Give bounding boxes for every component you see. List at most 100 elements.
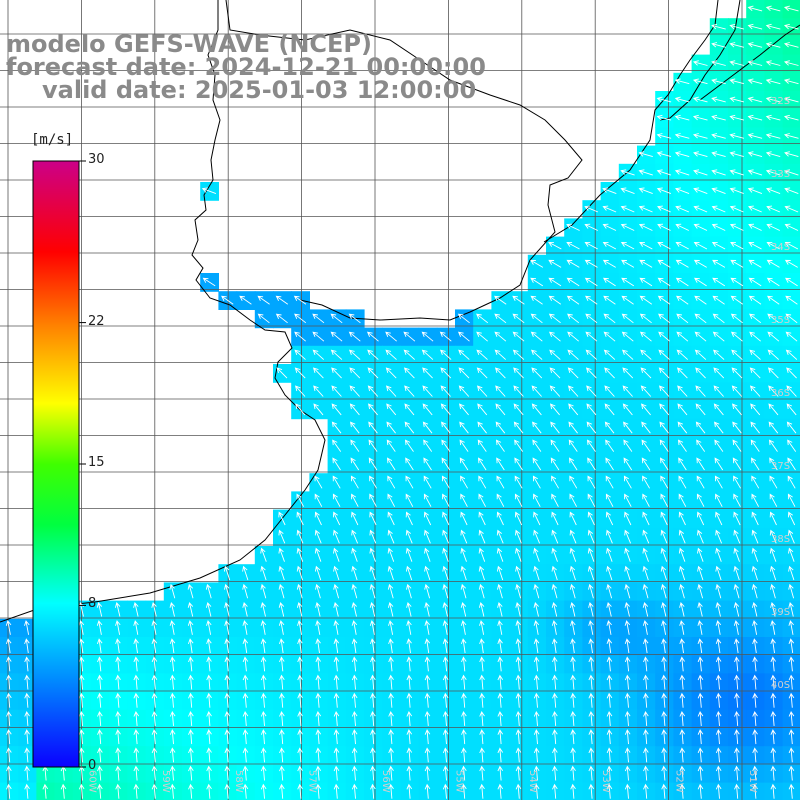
wind-arrow xyxy=(403,331,416,342)
wind-arrow xyxy=(332,439,342,452)
wind-arrow xyxy=(639,313,652,324)
wind-arrow xyxy=(715,547,722,562)
wind-arrow xyxy=(677,385,688,397)
wind-arrow xyxy=(406,692,413,708)
wind-arrow xyxy=(551,601,558,617)
wind-arrow xyxy=(115,765,121,781)
wind-arrow xyxy=(693,151,708,158)
wind-arrow xyxy=(696,439,706,452)
wind-arrow xyxy=(315,692,322,708)
wind-arrow xyxy=(78,692,85,708)
wind-arrow xyxy=(587,547,595,562)
wind-arrow xyxy=(224,620,230,635)
wind-arrow xyxy=(621,331,634,342)
wind-arrow xyxy=(605,493,614,507)
wind-arrow xyxy=(169,710,176,726)
wind-arrow xyxy=(333,601,339,617)
wind-arrow xyxy=(769,529,777,544)
wind-arrow xyxy=(679,710,686,726)
wind-speed-cell xyxy=(782,291,800,310)
wind-arrow xyxy=(658,331,670,342)
wind-arrow xyxy=(765,60,781,66)
wind-arrow xyxy=(351,765,358,781)
longitude-label: 53W xyxy=(600,770,611,793)
colorbar-tick-label: 30 xyxy=(88,152,105,167)
wind-arrow xyxy=(96,620,103,635)
wind-arrow xyxy=(205,601,212,617)
wind-arrow xyxy=(369,475,377,489)
wind-arrow xyxy=(624,565,631,581)
wind-arrow xyxy=(422,385,433,397)
wind-arrow xyxy=(786,367,797,379)
wind-arrow xyxy=(656,114,672,121)
wind-arrow xyxy=(515,747,522,763)
wind-arrow xyxy=(603,349,616,360)
wind-arrow xyxy=(496,493,505,507)
wind-arrow xyxy=(569,565,576,581)
wind-arrow xyxy=(697,565,704,581)
wind-arrow xyxy=(423,457,432,471)
wind-arrow xyxy=(351,674,358,690)
wind-arrow xyxy=(424,674,431,690)
wind-arrow xyxy=(770,692,777,708)
wind-arrow xyxy=(404,439,414,452)
wind-arrow xyxy=(115,710,121,726)
wind-arrow xyxy=(711,96,726,103)
wind-arrow xyxy=(621,295,634,305)
wind-arrow xyxy=(533,565,540,581)
wind-arrow xyxy=(151,710,158,726)
wind-arrow xyxy=(494,331,507,342)
wind-arrow xyxy=(734,710,740,726)
wind-arrow xyxy=(515,638,522,654)
wind-arrow xyxy=(548,313,561,324)
wind-arrow xyxy=(388,747,394,763)
wind-arrow xyxy=(224,674,231,690)
wind-arrow xyxy=(551,475,559,489)
wind-arrow xyxy=(752,692,758,708)
wind-arrow xyxy=(786,403,797,416)
latitude-label: 40S xyxy=(771,680,790,691)
wind-arrow xyxy=(787,511,796,526)
wind-arrow xyxy=(569,583,576,599)
wind-arrow xyxy=(406,710,413,726)
wind-arrow xyxy=(332,475,341,489)
wind-arrow xyxy=(679,620,685,635)
wind-arrow xyxy=(587,565,595,581)
wind-arrow xyxy=(442,710,449,726)
wind-arrow xyxy=(461,674,467,690)
wind-arrow xyxy=(460,601,467,617)
wind-arrow xyxy=(514,493,523,507)
wind-arrow xyxy=(785,313,798,324)
wind-arrow xyxy=(406,601,412,617)
wind-arrow xyxy=(278,601,285,617)
wind-arrow xyxy=(460,583,467,599)
wind-arrow xyxy=(786,385,797,397)
latitude-label: 37S xyxy=(771,461,790,472)
wind-arrow xyxy=(549,349,561,360)
wind-arrow xyxy=(115,692,121,708)
wind-arrow xyxy=(641,421,651,434)
wind-arrow xyxy=(457,313,470,324)
wind-arrow xyxy=(692,114,708,121)
wind-arrow xyxy=(479,710,485,726)
wind-speed-cell xyxy=(782,582,800,602)
wind-arrow xyxy=(296,547,304,562)
wind-arrow xyxy=(260,583,267,599)
wind-arrow xyxy=(370,783,376,799)
wind-arrow xyxy=(697,674,704,690)
wind-arrow xyxy=(367,349,379,360)
wind-arrow xyxy=(674,133,690,139)
wind-arrow xyxy=(331,367,342,379)
wind-arrow xyxy=(712,259,726,268)
colorbar-tick-label: 15 xyxy=(88,455,105,470)
wind-arrow xyxy=(656,151,672,158)
wind-arrow xyxy=(584,223,598,231)
wind-arrow xyxy=(332,493,341,507)
wind-arrow xyxy=(620,169,635,176)
wind-arrow xyxy=(766,241,780,250)
wind-arrow xyxy=(783,78,799,85)
wind-arrow xyxy=(348,331,361,342)
wind-arrow xyxy=(770,747,777,763)
wind-arrow xyxy=(257,313,270,324)
wind-arrow xyxy=(260,710,267,726)
